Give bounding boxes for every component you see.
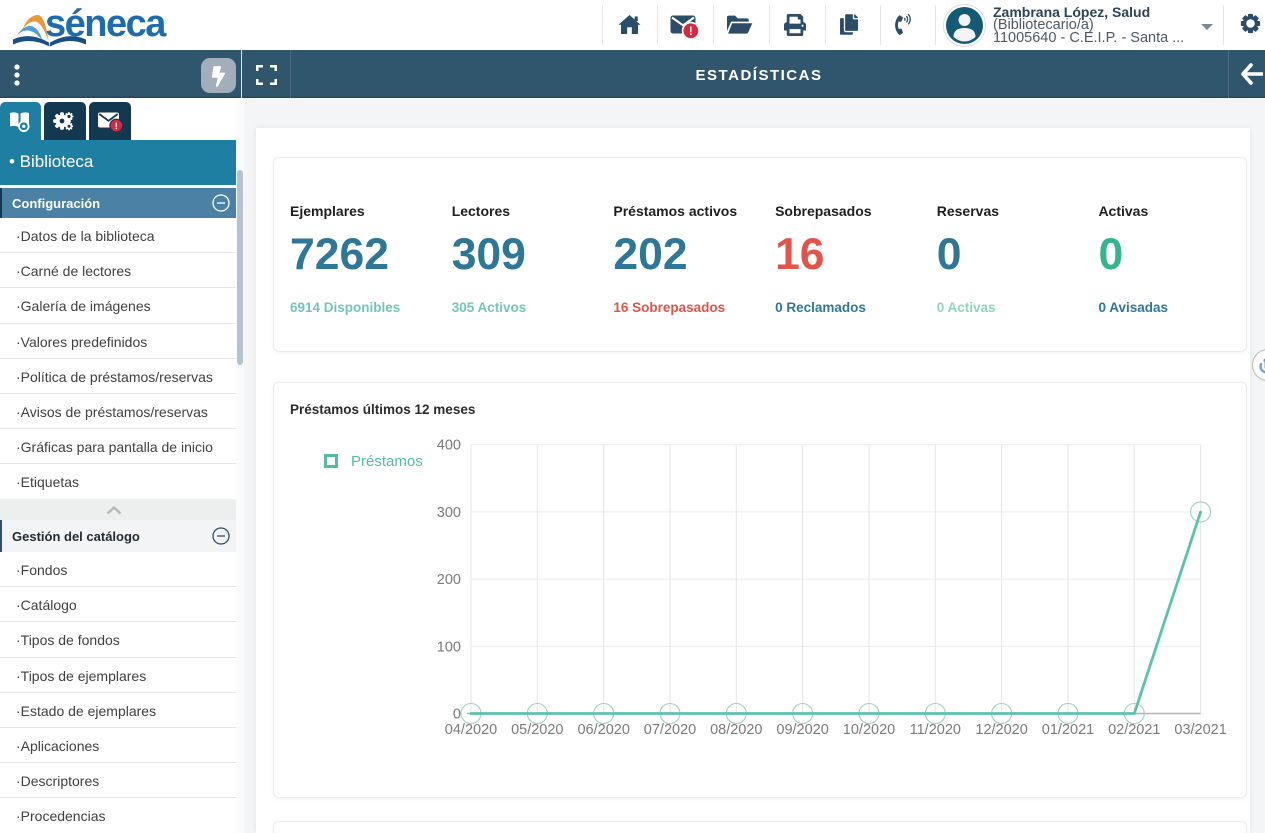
svg-text:!: ! [115,121,118,131]
svg-text:10/2020: 10/2020 [843,722,895,738]
svg-text:11/2020: 11/2020 [910,722,961,738]
svg-text:09/2020: 09/2020 [776,722,828,738]
svg-text:200: 200 [437,572,461,588]
svg-text:06/2020: 06/2020 [577,722,629,738]
svg-text:300: 300 [437,505,461,521]
svg-text:!: ! [689,26,693,38]
svg-text:0: 0 [453,707,461,723]
svg-text:05/2020: 05/2020 [511,722,563,738]
svg-text:04/2020: 04/2020 [445,722,497,738]
svg-text:01/2021: 01/2021 [1042,722,1094,738]
svg-text:02/2021: 02/2021 [1108,722,1160,738]
svg-text:12/2020: 12/2020 [975,722,1027,738]
svg-text:03/2021: 03/2021 [1174,722,1226,738]
svg-text:07/2020: 07/2020 [644,722,696,738]
svg-text:08/2020: 08/2020 [710,722,762,738]
svg-text:400: 400 [437,438,461,454]
svg-text:100: 100 [437,639,461,655]
